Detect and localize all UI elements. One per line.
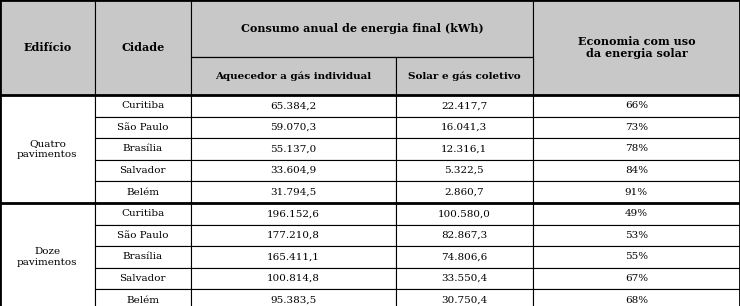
Bar (533, 203, 740, 225)
Bar (533, 181, 740, 203)
Text: 82.867,3: 82.867,3 (441, 231, 488, 240)
Text: 177.210,8: 177.210,8 (267, 231, 320, 240)
Text: Curitiba: Curitiba (121, 101, 164, 110)
Text: 16.041,3: 16.041,3 (441, 123, 488, 132)
Text: 196.152,6: 196.152,6 (267, 209, 320, 218)
Text: Belém: Belém (127, 188, 159, 197)
Bar (396, 95, 533, 117)
Text: 55%: 55% (625, 252, 648, 262)
Bar (95, 117, 191, 138)
Text: Edifício: Edifício (23, 42, 72, 53)
Bar (396, 117, 533, 138)
Text: 2.860,7: 2.860,7 (445, 188, 484, 197)
Text: 66%: 66% (625, 101, 648, 110)
Bar (396, 289, 533, 306)
Bar (533, 268, 740, 289)
Text: Aquecedor a gás individual: Aquecedor a gás individual (215, 71, 371, 80)
Text: 31.794,5: 31.794,5 (270, 188, 317, 197)
Bar (533, 225, 740, 246)
Bar (396, 160, 533, 181)
Text: Quatro
pavimentos: Quatro pavimentos (17, 139, 78, 159)
Text: 33.550,4: 33.550,4 (441, 274, 488, 283)
Text: São Paulo: São Paulo (117, 123, 169, 132)
Bar (191, 95, 396, 117)
Bar (95, 289, 191, 306)
Bar (396, 57, 533, 95)
Bar (191, 225, 396, 246)
Bar (0, 0, 95, 95)
Bar (191, 138, 396, 160)
Text: Belém: Belém (127, 296, 159, 305)
Text: Salvador: Salvador (120, 274, 166, 283)
Text: 91%: 91% (625, 188, 648, 197)
Bar (95, 138, 191, 160)
Bar (533, 246, 740, 268)
Bar (533, 117, 740, 138)
Text: 22.417,7: 22.417,7 (441, 101, 488, 110)
Bar (0, 95, 95, 203)
Bar (95, 246, 191, 268)
Text: 100.580,0: 100.580,0 (438, 209, 491, 218)
Bar (396, 268, 533, 289)
Text: Brasília: Brasília (123, 252, 163, 262)
Text: 65.384,2: 65.384,2 (270, 101, 317, 110)
Bar (533, 0, 740, 95)
Bar (191, 57, 396, 95)
Bar (191, 268, 396, 289)
Bar (533, 95, 740, 117)
Text: Cidade: Cidade (121, 42, 164, 53)
Bar (533, 160, 740, 181)
Bar (95, 268, 191, 289)
Text: 33.604,9: 33.604,9 (270, 166, 317, 175)
Bar (95, 0, 191, 95)
Bar (533, 138, 740, 160)
Text: 55.137,0: 55.137,0 (270, 144, 317, 153)
Text: 49%: 49% (625, 209, 648, 218)
Text: Curitiba: Curitiba (121, 209, 164, 218)
Text: Salvador: Salvador (120, 166, 166, 175)
Bar (191, 117, 396, 138)
Bar (95, 203, 191, 225)
Text: 68%: 68% (625, 296, 648, 305)
Bar (95, 95, 191, 117)
Bar (95, 160, 191, 181)
Bar (0, 203, 95, 306)
Bar (191, 289, 396, 306)
Text: 59.070,3: 59.070,3 (270, 123, 317, 132)
Text: Doze
pavimentos: Doze pavimentos (17, 247, 78, 267)
Bar (95, 225, 191, 246)
Text: São Paulo: São Paulo (117, 231, 169, 240)
Bar (396, 203, 533, 225)
Text: 95.383,5: 95.383,5 (270, 296, 317, 305)
Bar (396, 246, 533, 268)
Bar (396, 181, 533, 203)
Text: Brasília: Brasília (123, 144, 163, 153)
Bar (191, 160, 396, 181)
Bar (533, 289, 740, 306)
Text: 165.411,1: 165.411,1 (267, 252, 320, 262)
Text: 73%: 73% (625, 123, 648, 132)
Bar (95, 181, 191, 203)
Bar (191, 246, 396, 268)
Bar (191, 181, 396, 203)
Text: 74.806,6: 74.806,6 (441, 252, 488, 262)
Text: 53%: 53% (625, 231, 648, 240)
Text: 12.316,1: 12.316,1 (441, 144, 488, 153)
Text: 100.814,8: 100.814,8 (267, 274, 320, 283)
Bar (191, 203, 396, 225)
Text: 30.750,4: 30.750,4 (441, 296, 488, 305)
Text: Consumo anual de energia final (kWh): Consumo anual de energia final (kWh) (240, 23, 483, 34)
Text: 84%: 84% (625, 166, 648, 175)
Bar (396, 225, 533, 246)
Text: 5.322,5: 5.322,5 (445, 166, 484, 175)
Text: Economia com uso
da energia solar: Economia com uso da energia solar (578, 35, 695, 59)
Bar (191, 0, 533, 57)
Text: 67%: 67% (625, 274, 648, 283)
Bar (396, 138, 533, 160)
Text: Solar e gás coletivo: Solar e gás coletivo (408, 71, 521, 80)
Text: 78%: 78% (625, 144, 648, 153)
